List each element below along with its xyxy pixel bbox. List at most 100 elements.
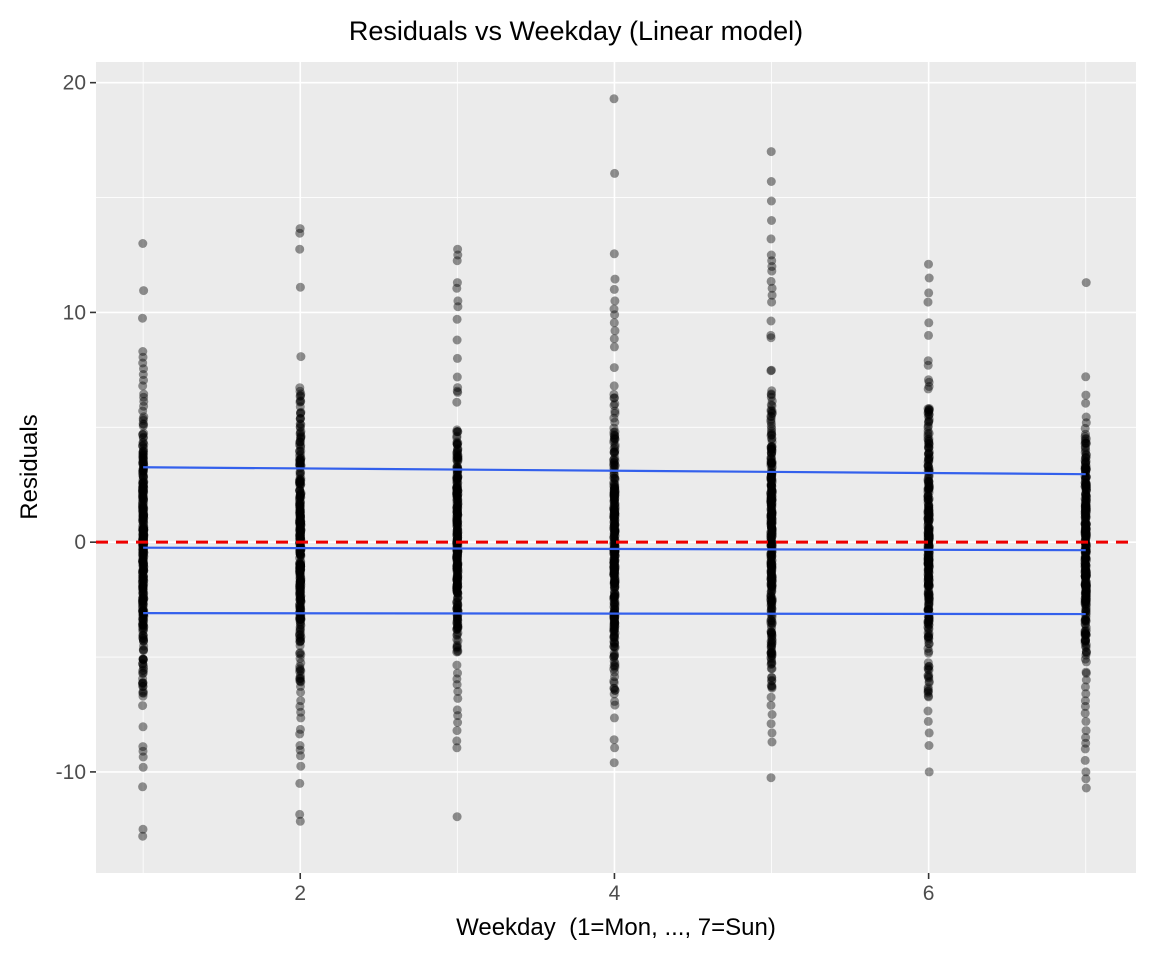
data-point — [295, 724, 305, 734]
data-point — [453, 513, 462, 523]
data-point — [610, 568, 620, 578]
data-point — [453, 581, 463, 591]
data-point — [609, 401, 619, 410]
data-point — [138, 557, 148, 567]
data-point — [295, 582, 305, 591]
data-point — [609, 485, 619, 494]
data-point — [452, 583, 462, 593]
data-point — [296, 517, 306, 527]
data-point — [138, 602, 148, 612]
data-point — [138, 509, 148, 519]
data-point — [453, 244, 463, 254]
data-point — [139, 574, 148, 584]
data-point — [452, 516, 462, 526]
data-point — [295, 729, 305, 739]
data-point — [295, 491, 305, 501]
data-point — [1081, 565, 1090, 575]
data-point — [766, 581, 776, 591]
data-point — [452, 484, 462, 494]
data-point — [453, 600, 463, 610]
data-point — [924, 633, 934, 643]
data-point — [138, 432, 148, 442]
data-point — [452, 812, 462, 822]
data-point — [296, 564, 305, 574]
data-point — [609, 568, 619, 578]
data-point — [139, 530, 149, 540]
data-point — [766, 481, 776, 490]
data-point — [139, 401, 149, 411]
data-point — [767, 640, 777, 650]
data-point — [609, 470, 619, 480]
data-point — [924, 382, 934, 391]
data-point — [139, 576, 149, 586]
data-point — [295, 479, 305, 489]
data-point — [296, 636, 306, 646]
data-point — [295, 533, 304, 543]
data-point — [609, 516, 619, 526]
data-point — [923, 510, 933, 520]
x-tick-label: 4 — [609, 882, 621, 905]
data-point — [766, 573, 776, 583]
data-point — [766, 445, 776, 455]
data-point — [767, 434, 777, 444]
data-point — [452, 674, 462, 684]
data-point — [766, 550, 776, 560]
data-point — [766, 516, 776, 526]
data-point — [924, 599, 934, 609]
data-point — [767, 601, 777, 611]
data-point — [138, 572, 147, 582]
data-point — [139, 621, 148, 631]
data-point — [452, 642, 462, 652]
data-point — [452, 505, 462, 515]
data-point — [610, 505, 620, 515]
data-point — [452, 514, 462, 524]
data-point — [766, 534, 776, 544]
data-point — [295, 414, 305, 424]
data-point — [767, 632, 777, 642]
data-point — [610, 560, 620, 570]
data-point — [296, 479, 306, 489]
data-point — [610, 494, 620, 504]
data-point — [767, 506, 777, 516]
data-point — [924, 613, 934, 623]
data-point — [295, 627, 305, 636]
data-point — [138, 608, 148, 618]
data-point — [923, 559, 933, 569]
data-point — [453, 619, 463, 629]
data-point — [924, 613, 934, 622]
data-point — [296, 525, 306, 534]
data-point — [610, 600, 620, 610]
data-point — [295, 478, 305, 488]
data-point — [295, 549, 305, 558]
data-point — [609, 525, 619, 535]
data-point — [453, 550, 463, 560]
data-point — [766, 518, 776, 528]
data-point — [295, 492, 305, 502]
data-point — [767, 550, 776, 560]
data-point — [452, 453, 462, 463]
data-point — [139, 594, 149, 604]
data-point — [296, 520, 306, 530]
data-point — [766, 430, 776, 440]
data-point — [924, 488, 934, 498]
data-point — [766, 453, 776, 463]
data-point — [452, 489, 462, 499]
data-point — [296, 407, 306, 417]
data-point — [295, 614, 305, 624]
data-point — [452, 440, 462, 449]
data-point — [610, 510, 620, 520]
data-point — [924, 648, 933, 658]
data-point — [766, 554, 776, 563]
data-point — [452, 624, 462, 634]
data-point — [923, 564, 933, 574]
data-point — [609, 490, 619, 500]
data-point — [296, 530, 306, 540]
data-point — [610, 168, 620, 178]
data-point — [766, 605, 776, 615]
data-point — [923, 619, 933, 629]
data-point — [767, 651, 777, 661]
data-point — [295, 662, 305, 672]
data-point — [767, 441, 777, 451]
data-point — [295, 437, 305, 447]
data-point — [610, 494, 619, 504]
